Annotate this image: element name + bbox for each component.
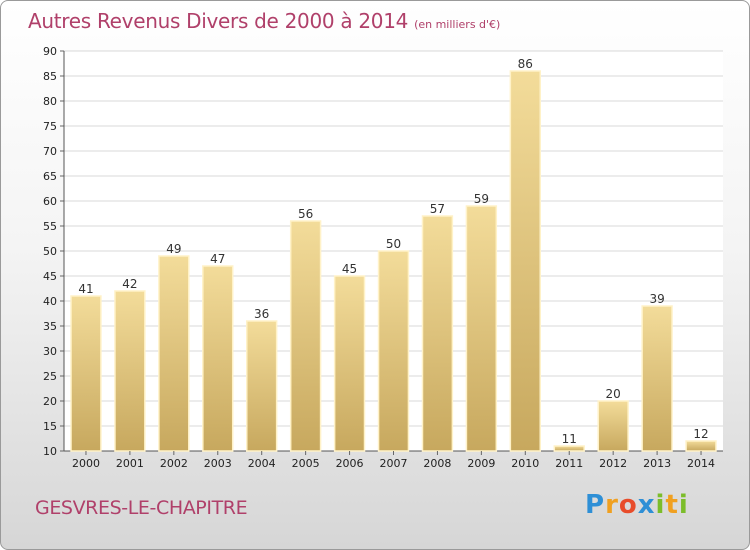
bar-2010 xyxy=(509,70,541,452)
data-label-2009: 59 xyxy=(474,192,489,206)
x-tick-label: 2009 xyxy=(467,457,495,470)
bar-2001 xyxy=(114,290,146,452)
logo-letter: o xyxy=(618,490,638,520)
bar-2012 xyxy=(597,400,629,452)
bar-2008 xyxy=(421,215,454,452)
y-tick-label: 45 xyxy=(43,270,57,283)
chart-title-block: Autres Revenus Divers de 2000 à 2014 (en … xyxy=(28,9,500,33)
x-tick-label: 2011 xyxy=(555,457,583,470)
chart-title: Autres Revenus Divers de 2000 à 2014 xyxy=(28,9,409,33)
y-tick-label: 85 xyxy=(43,70,57,83)
x-tick-label: 2005 xyxy=(292,457,320,470)
data-label-2006: 45 xyxy=(342,262,357,276)
y-tick-label: 50 xyxy=(43,245,57,258)
data-label-2004: 36 xyxy=(254,307,269,321)
data-label-2003: 47 xyxy=(210,252,225,266)
x-tick-label: 2001 xyxy=(116,457,144,470)
chart-subtitle: (en milliers d'€) xyxy=(414,18,501,31)
y-tick-label: 75 xyxy=(43,120,57,133)
data-label-2007: 50 xyxy=(386,237,401,251)
x-tick-label: 2010 xyxy=(511,457,539,470)
x-tick-label: 2002 xyxy=(160,457,188,470)
x-tick-label: 2006 xyxy=(336,457,364,470)
bar-2005 xyxy=(289,220,322,452)
y-tick-label: 25 xyxy=(43,370,57,383)
bar-2002 xyxy=(158,255,190,452)
x-tick-label: 2003 xyxy=(204,457,232,470)
y-tick-label: 35 xyxy=(43,320,57,333)
y-tick-label: 10 xyxy=(43,445,57,458)
x-tick-label: 2004 xyxy=(248,457,276,470)
x-tick-label: 2014 xyxy=(687,457,715,470)
y-tick-label: 55 xyxy=(43,220,57,233)
data-label-2002: 49 xyxy=(166,242,181,256)
y-tick-label: 60 xyxy=(43,195,57,208)
data-label-2008: 57 xyxy=(430,202,445,216)
bar-2014 xyxy=(685,440,717,452)
y-tick-label: 70 xyxy=(43,145,57,158)
data-label-2005: 56 xyxy=(298,207,313,221)
x-tick-label: 2000 xyxy=(72,457,100,470)
data-label-2000: 41 xyxy=(78,282,93,296)
logo-letter: i xyxy=(678,490,689,520)
data-label-2011: 11 xyxy=(562,432,577,446)
bar-2006 xyxy=(333,275,366,452)
data-label-2013: 39 xyxy=(649,292,664,306)
place-name: GESVRES-LE-CHAPITRE xyxy=(35,497,248,519)
x-tick-label: 2012 xyxy=(599,457,627,470)
y-tick-label: 40 xyxy=(43,295,57,308)
bar-2009 xyxy=(465,205,498,452)
data-label-2001: 42 xyxy=(122,277,137,291)
bar-2003 xyxy=(202,265,234,452)
y-tick-label: 30 xyxy=(43,345,57,358)
y-tick-label: 20 xyxy=(43,395,57,408)
x-tick-label: 2008 xyxy=(423,457,451,470)
logo-letter: t xyxy=(665,490,679,520)
y-tick-label: 90 xyxy=(43,45,57,58)
data-label-2010: 86 xyxy=(518,57,533,71)
data-label-2014: 12 xyxy=(693,427,708,441)
y-tick-label: 80 xyxy=(43,95,57,108)
logo-letter: i xyxy=(655,490,666,520)
x-tick-label: 2007 xyxy=(380,457,408,470)
logo-letter: P xyxy=(585,490,606,520)
bar-2007 xyxy=(377,250,410,452)
logo-letter: r xyxy=(605,490,619,520)
y-tick-label: 15 xyxy=(43,420,57,433)
bar-2013 xyxy=(641,305,673,452)
bar-2011 xyxy=(553,445,585,452)
data-label-2012: 20 xyxy=(606,387,621,401)
x-tick-label: 2013 xyxy=(643,457,671,470)
bar-2000 xyxy=(70,295,102,452)
y-tick-label: 65 xyxy=(43,170,57,183)
logo-letter: x xyxy=(637,490,656,520)
bar-2004 xyxy=(246,320,278,452)
proxiti-logo: Proxiti xyxy=(585,490,689,520)
